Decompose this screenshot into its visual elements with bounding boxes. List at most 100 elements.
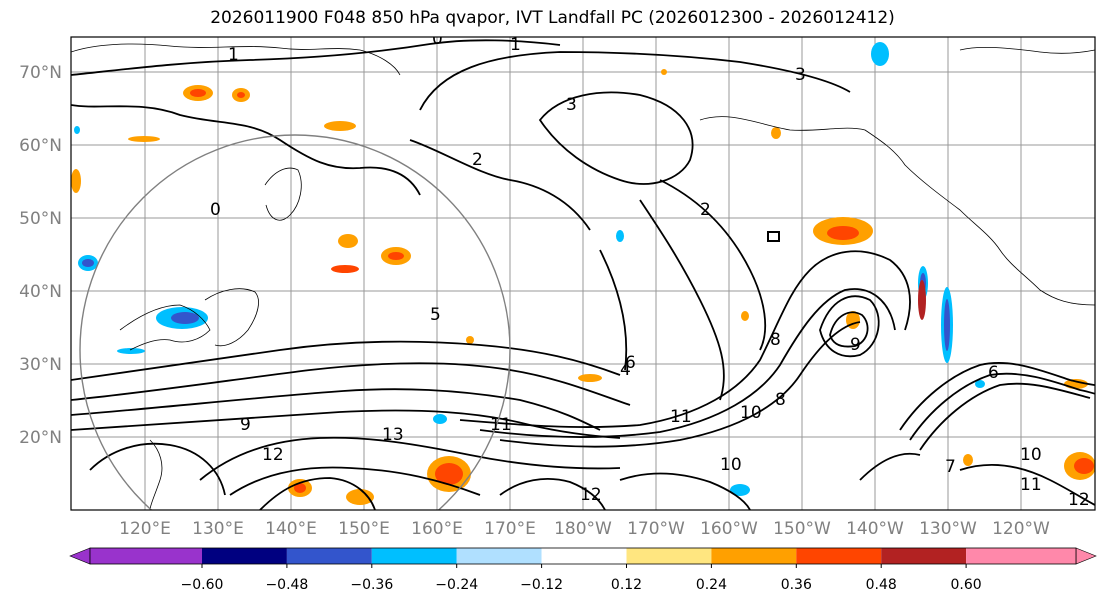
contour-line xyxy=(859,452,921,481)
anomaly-blob xyxy=(171,312,199,324)
coastline-alaska xyxy=(699,116,1095,306)
coastline-korea xyxy=(119,304,211,351)
contour-label: 4 xyxy=(620,360,631,380)
lon-label: 140°W xyxy=(846,519,904,539)
anomaly-blob xyxy=(294,483,306,493)
colorbar-segment xyxy=(456,548,542,564)
contour-line xyxy=(71,362,631,406)
colorbar-segment xyxy=(881,548,967,564)
contour-line xyxy=(919,382,1091,451)
colorbar-segment xyxy=(541,548,627,564)
anomaly-blob xyxy=(741,311,749,321)
contour-label: 1 xyxy=(228,45,239,65)
contour-label: 1 xyxy=(510,35,521,55)
map-title: 2026011900 F048 850 hPa qvapor, IVT Land… xyxy=(210,8,895,28)
colorbar-extend-high xyxy=(1075,547,1097,565)
contour-label: 11 xyxy=(670,407,692,427)
contour-line xyxy=(619,472,751,510)
colorbar-tick-labels: −0.60 −0.48 −0.36 −0.24 −0.12 0.12 0.24 0.36 0.4… xyxy=(181,564,982,593)
coastline-philippines xyxy=(149,439,163,510)
map-border xyxy=(70,36,1096,511)
longitude-labels: 120°E 130°E 140°E 150°E 160°E 170°E 180°W 170°W… xyxy=(119,519,1050,539)
contour-label: 9 xyxy=(240,415,251,435)
contour-label: 13 xyxy=(382,425,404,445)
colorbar-segment xyxy=(286,548,372,564)
contour-label: 8 xyxy=(775,390,786,410)
anomaly-blob xyxy=(963,454,973,466)
contour-line xyxy=(499,321,861,448)
contour-label: 3 xyxy=(795,65,806,85)
anomaly-blob xyxy=(346,489,374,505)
colorbar-segment xyxy=(966,548,1076,564)
anomaly-blob xyxy=(1074,458,1094,474)
anomaly-blob xyxy=(117,348,145,354)
contour-line xyxy=(199,436,621,481)
contour-label: 12 xyxy=(1068,490,1090,510)
colorbar-extend-low xyxy=(69,547,91,565)
anomaly-blob xyxy=(661,69,667,75)
contour-line xyxy=(829,311,869,348)
colorbar-frame xyxy=(89,547,1077,565)
contour-line xyxy=(419,51,851,111)
anomaly-blob xyxy=(975,380,985,388)
coastline-sakhalin xyxy=(264,167,302,221)
colorbar-tick-label: −0.48 xyxy=(265,577,308,593)
anomaly-blob xyxy=(435,463,463,485)
lon-label: 130°W xyxy=(919,519,977,539)
colorbar-segment xyxy=(626,548,712,564)
lon-label: 120°E xyxy=(119,519,171,539)
contour-line xyxy=(899,362,1095,431)
colorbar-tick-label: −0.12 xyxy=(520,577,563,593)
contour-line xyxy=(479,288,896,438)
landfall-circle xyxy=(79,134,511,510)
contour-label: 0 xyxy=(210,200,221,220)
contour-label: 11 xyxy=(490,415,512,435)
contour-line xyxy=(499,478,606,510)
colorbar-tick-label: 0.60 xyxy=(951,577,982,593)
contour-line xyxy=(71,388,601,431)
lon-label: 150°W xyxy=(773,519,831,539)
coastline-japan xyxy=(204,288,259,347)
anomaly-blob xyxy=(338,234,358,248)
colorbar-segment xyxy=(371,548,457,564)
contour-line xyxy=(229,466,481,496)
contour-line xyxy=(71,104,421,196)
colorbar-segment xyxy=(796,548,882,564)
colorbar-segment xyxy=(711,548,797,564)
contour-line xyxy=(71,39,561,76)
coastline-arctic xyxy=(959,46,1095,54)
contour-line xyxy=(659,179,767,351)
lon-label: 170°W xyxy=(627,519,685,539)
colorbar-segment xyxy=(90,548,202,564)
anomaly-blob xyxy=(827,226,859,240)
anomaly-blob xyxy=(433,414,447,424)
contour-label: 0 xyxy=(432,29,443,49)
latitude-labels: 70°N 60°N 50°N 40°N 30°N 20°N xyxy=(19,63,62,448)
colorbar-tick-label: 0.12 xyxy=(611,577,642,593)
anomaly-blob xyxy=(578,374,602,382)
contour-label: 10 xyxy=(720,455,742,475)
contour-line xyxy=(959,463,1095,506)
lon-label: 130°E xyxy=(192,519,244,539)
contour-label: 6 xyxy=(988,363,999,383)
ivt-contours xyxy=(71,39,1095,510)
contour-line xyxy=(538,91,694,185)
anomaly-blob xyxy=(237,92,245,98)
contour-label: 12 xyxy=(262,445,284,465)
lat-label: 50°N xyxy=(19,209,62,229)
graticule xyxy=(71,37,1095,510)
lon-label: 180°W xyxy=(554,519,612,539)
anomaly-blob xyxy=(128,136,160,142)
colorbar-tick-label: 0.48 xyxy=(866,577,897,593)
lat-label: 20°N xyxy=(19,428,62,448)
contour-label: 6 xyxy=(625,353,636,373)
anomaly-blob xyxy=(82,259,94,267)
contour-label: 12 xyxy=(580,485,602,505)
contour-line xyxy=(599,249,628,371)
colorbar-tick-label: −0.36 xyxy=(350,577,393,593)
lat-label: 70°N xyxy=(19,63,62,83)
colorbar-tick-label: 0.24 xyxy=(696,577,727,593)
colorbar xyxy=(69,547,1097,565)
anomaly-blob xyxy=(730,484,750,496)
